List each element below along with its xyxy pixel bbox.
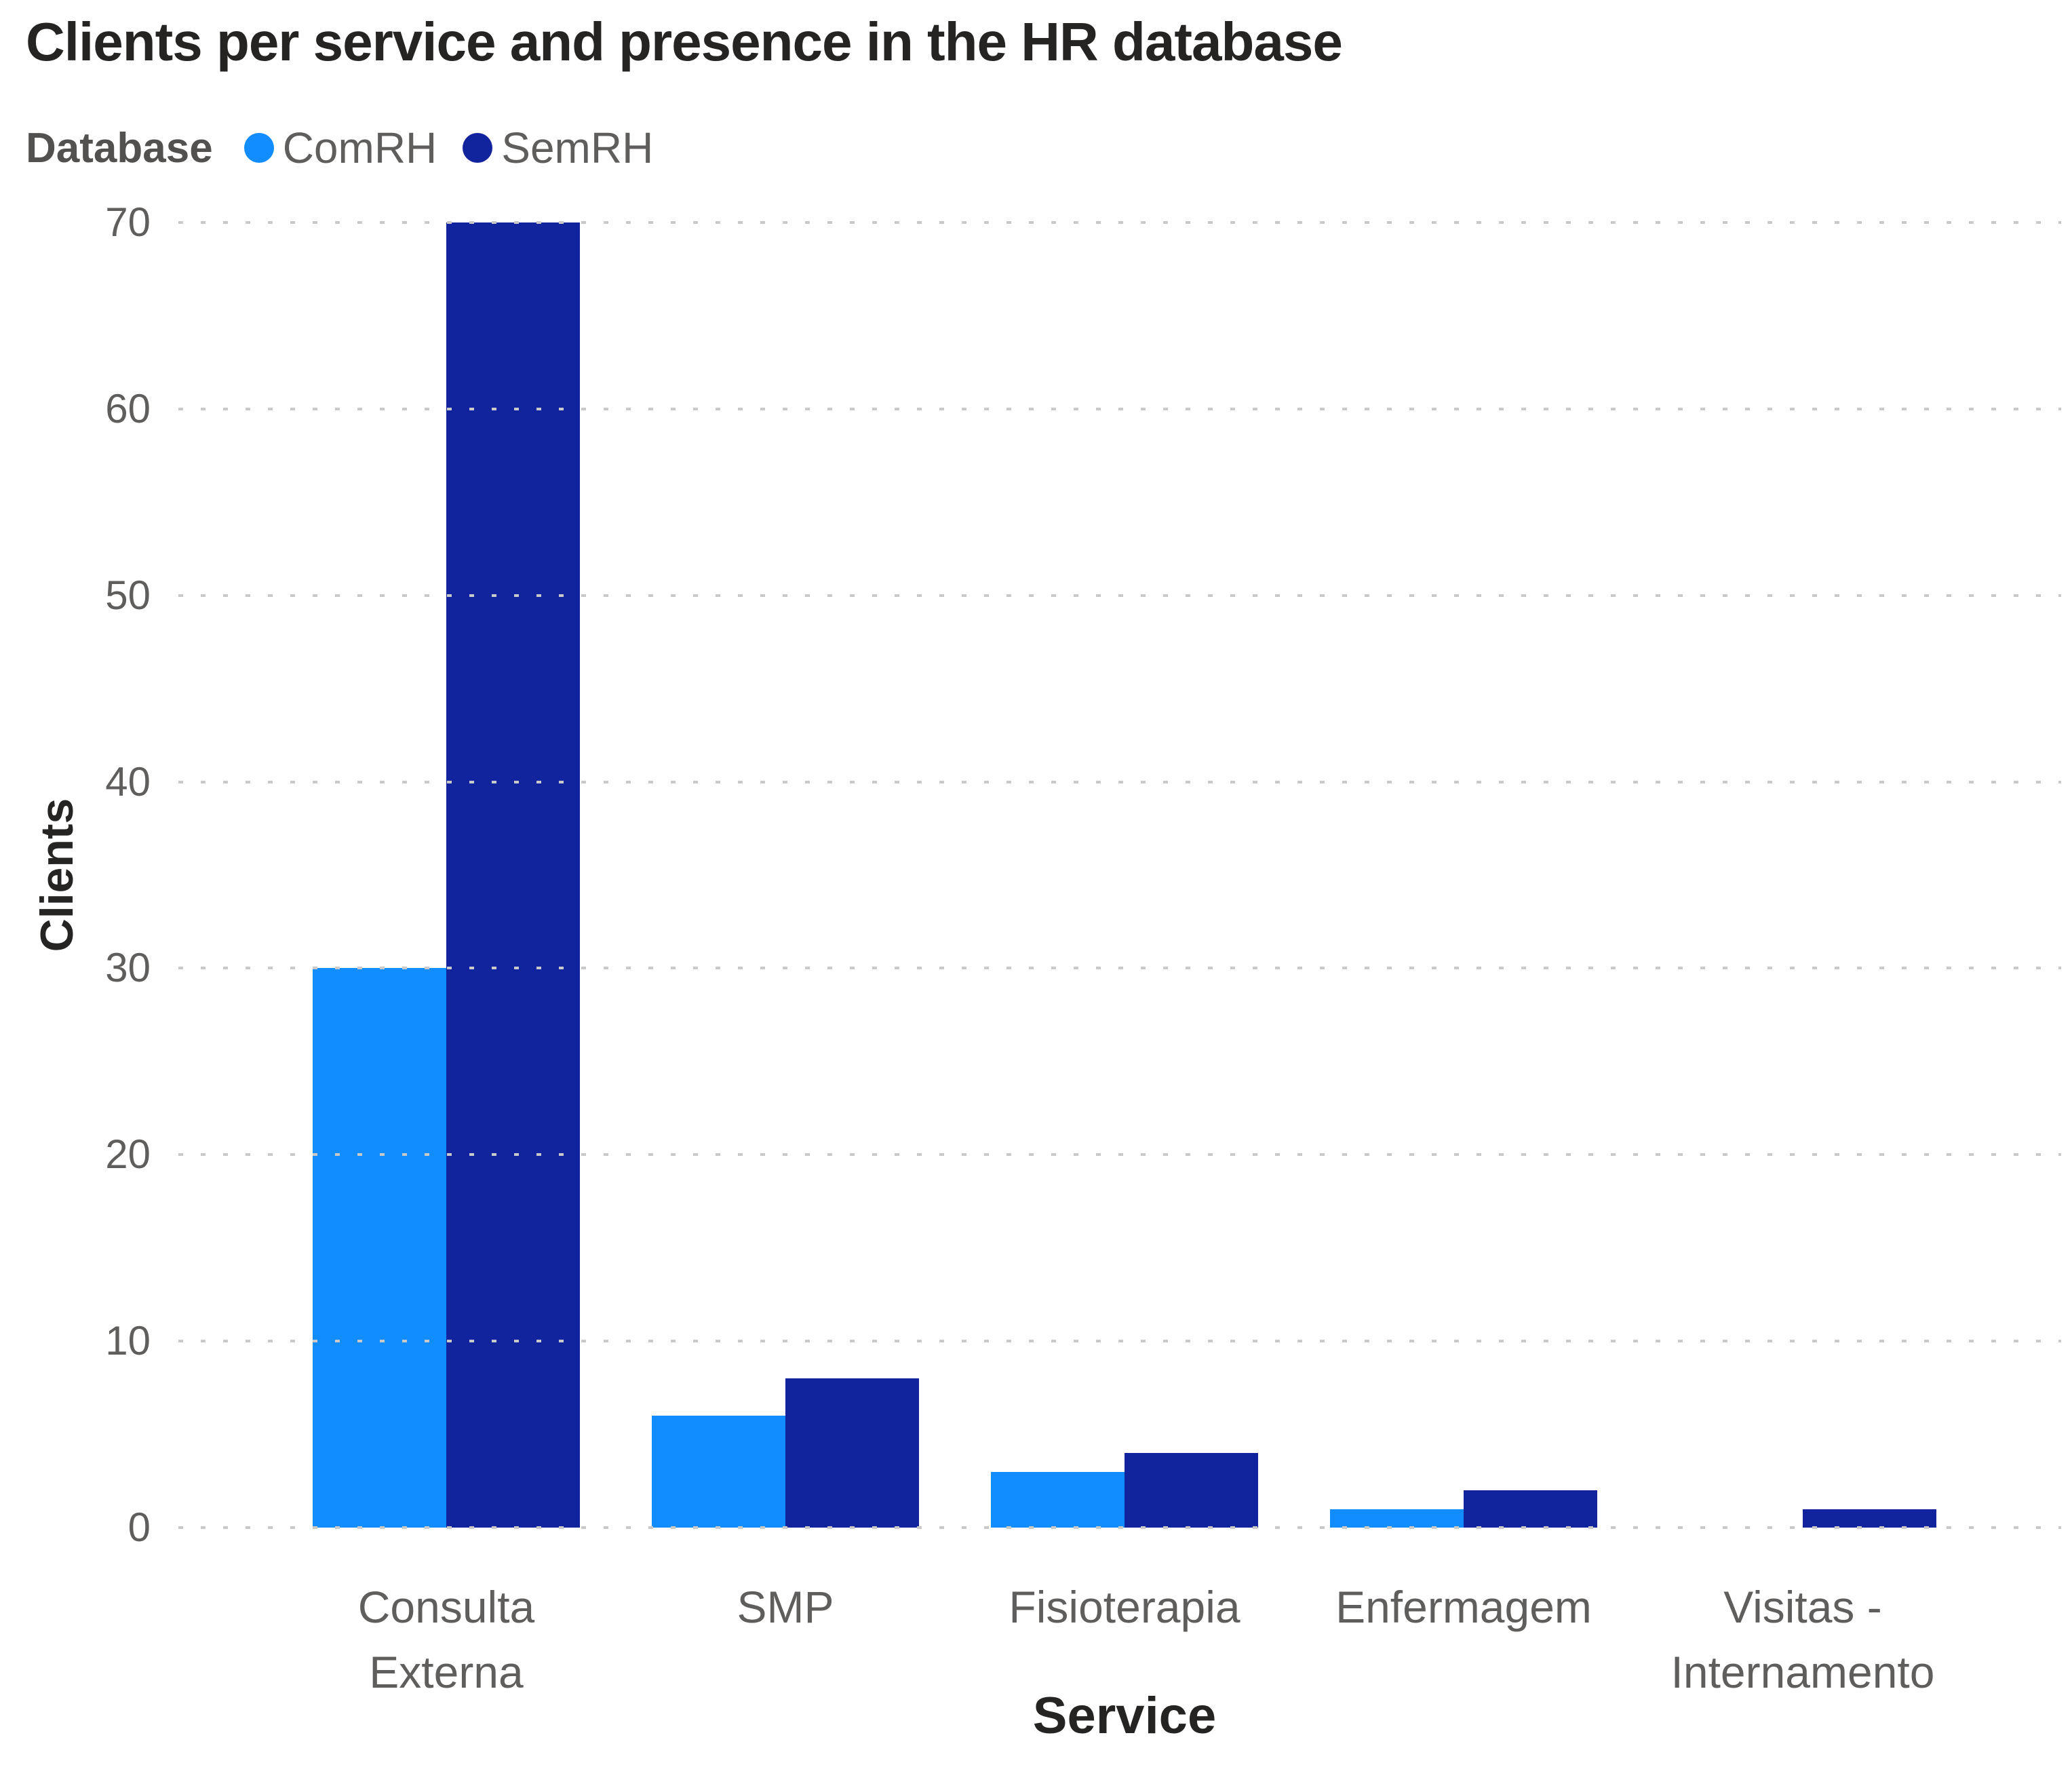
gridline-y-50 bbox=[178, 594, 2061, 597]
bar-comrh-3[interactable] bbox=[991, 1471, 1125, 1528]
bar-group-3 bbox=[955, 222, 1294, 1528]
gridline-y-30 bbox=[178, 967, 2061, 970]
y-tick-label-30: 30 bbox=[105, 945, 151, 991]
x-category-label-5: Visitas - Internamento bbox=[1670, 1582, 1935, 1697]
bar-group-1 bbox=[277, 222, 616, 1528]
legend-item-label: SemRH bbox=[501, 123, 654, 172]
bar-group-4 bbox=[1294, 222, 1633, 1528]
bar-group-5 bbox=[1633, 222, 1972, 1528]
bar-semrh-5[interactable] bbox=[1803, 1509, 1936, 1528]
legend-dot-semrh-icon bbox=[463, 133, 493, 163]
bar-semrh-3[interactable] bbox=[1125, 1453, 1258, 1528]
bar-semrh-2[interactable] bbox=[785, 1378, 919, 1528]
bar-group-2 bbox=[616, 222, 955, 1528]
y-axis-title: Clients bbox=[31, 798, 83, 952]
plot-area bbox=[178, 221, 2061, 1529]
y-tick-label-0: 0 bbox=[128, 1505, 151, 1550]
y-tick-label-50: 50 bbox=[105, 572, 151, 618]
gridline-y-10 bbox=[178, 1340, 2061, 1343]
gridline-y-0 bbox=[178, 1526, 2061, 1529]
x-axis-title: Service bbox=[1032, 1687, 1217, 1745]
x-category-label-2: SMP bbox=[737, 1582, 834, 1632]
x-category-label-4: Enfermagem bbox=[1335, 1582, 1592, 1632]
legend: Database ComRH SemRH bbox=[26, 122, 679, 174]
legend-item-comrh[interactable]: ComRH bbox=[243, 123, 437, 173]
gridline-y-20 bbox=[178, 1153, 2061, 1157]
bar-comrh-1[interactable] bbox=[313, 968, 446, 1528]
legend-title: Database bbox=[26, 124, 213, 172]
bar-semrh-4[interactable] bbox=[1464, 1490, 1597, 1528]
x-category-label-3: Fisioterapia bbox=[1009, 1582, 1240, 1632]
y-tick-label-60: 60 bbox=[105, 385, 151, 431]
legend-item-label: ComRH bbox=[282, 123, 437, 172]
x-category-label-1: Consulta Externa bbox=[357, 1582, 535, 1697]
bar-semrh-1[interactable] bbox=[446, 222, 580, 1528]
legend-item-semrh[interactable]: SemRH bbox=[463, 123, 653, 173]
bar-comrh-2[interactable] bbox=[652, 1416, 785, 1528]
x-axis-category-labels: Consulta Externa SMP Fisioterapia Enfermage… bbox=[277, 1575, 1972, 1705]
bar-comrh-4[interactable] bbox=[1330, 1509, 1464, 1528]
gridline-y-40 bbox=[178, 780, 2061, 783]
gridline-y-60 bbox=[178, 407, 2061, 410]
y-tick-label-70: 70 bbox=[105, 199, 151, 245]
y-tick-label-20: 20 bbox=[105, 1131, 151, 1178]
legend-dot-comrh-icon bbox=[243, 133, 274, 163]
chart-title: Clients per service and presence in the … bbox=[26, 12, 1343, 72]
gridline-y-70 bbox=[178, 221, 2061, 224]
y-tick-label-40: 40 bbox=[105, 758, 151, 804]
bars-band bbox=[277, 222, 1972, 1528]
y-tick-label-10: 10 bbox=[105, 1318, 151, 1364]
